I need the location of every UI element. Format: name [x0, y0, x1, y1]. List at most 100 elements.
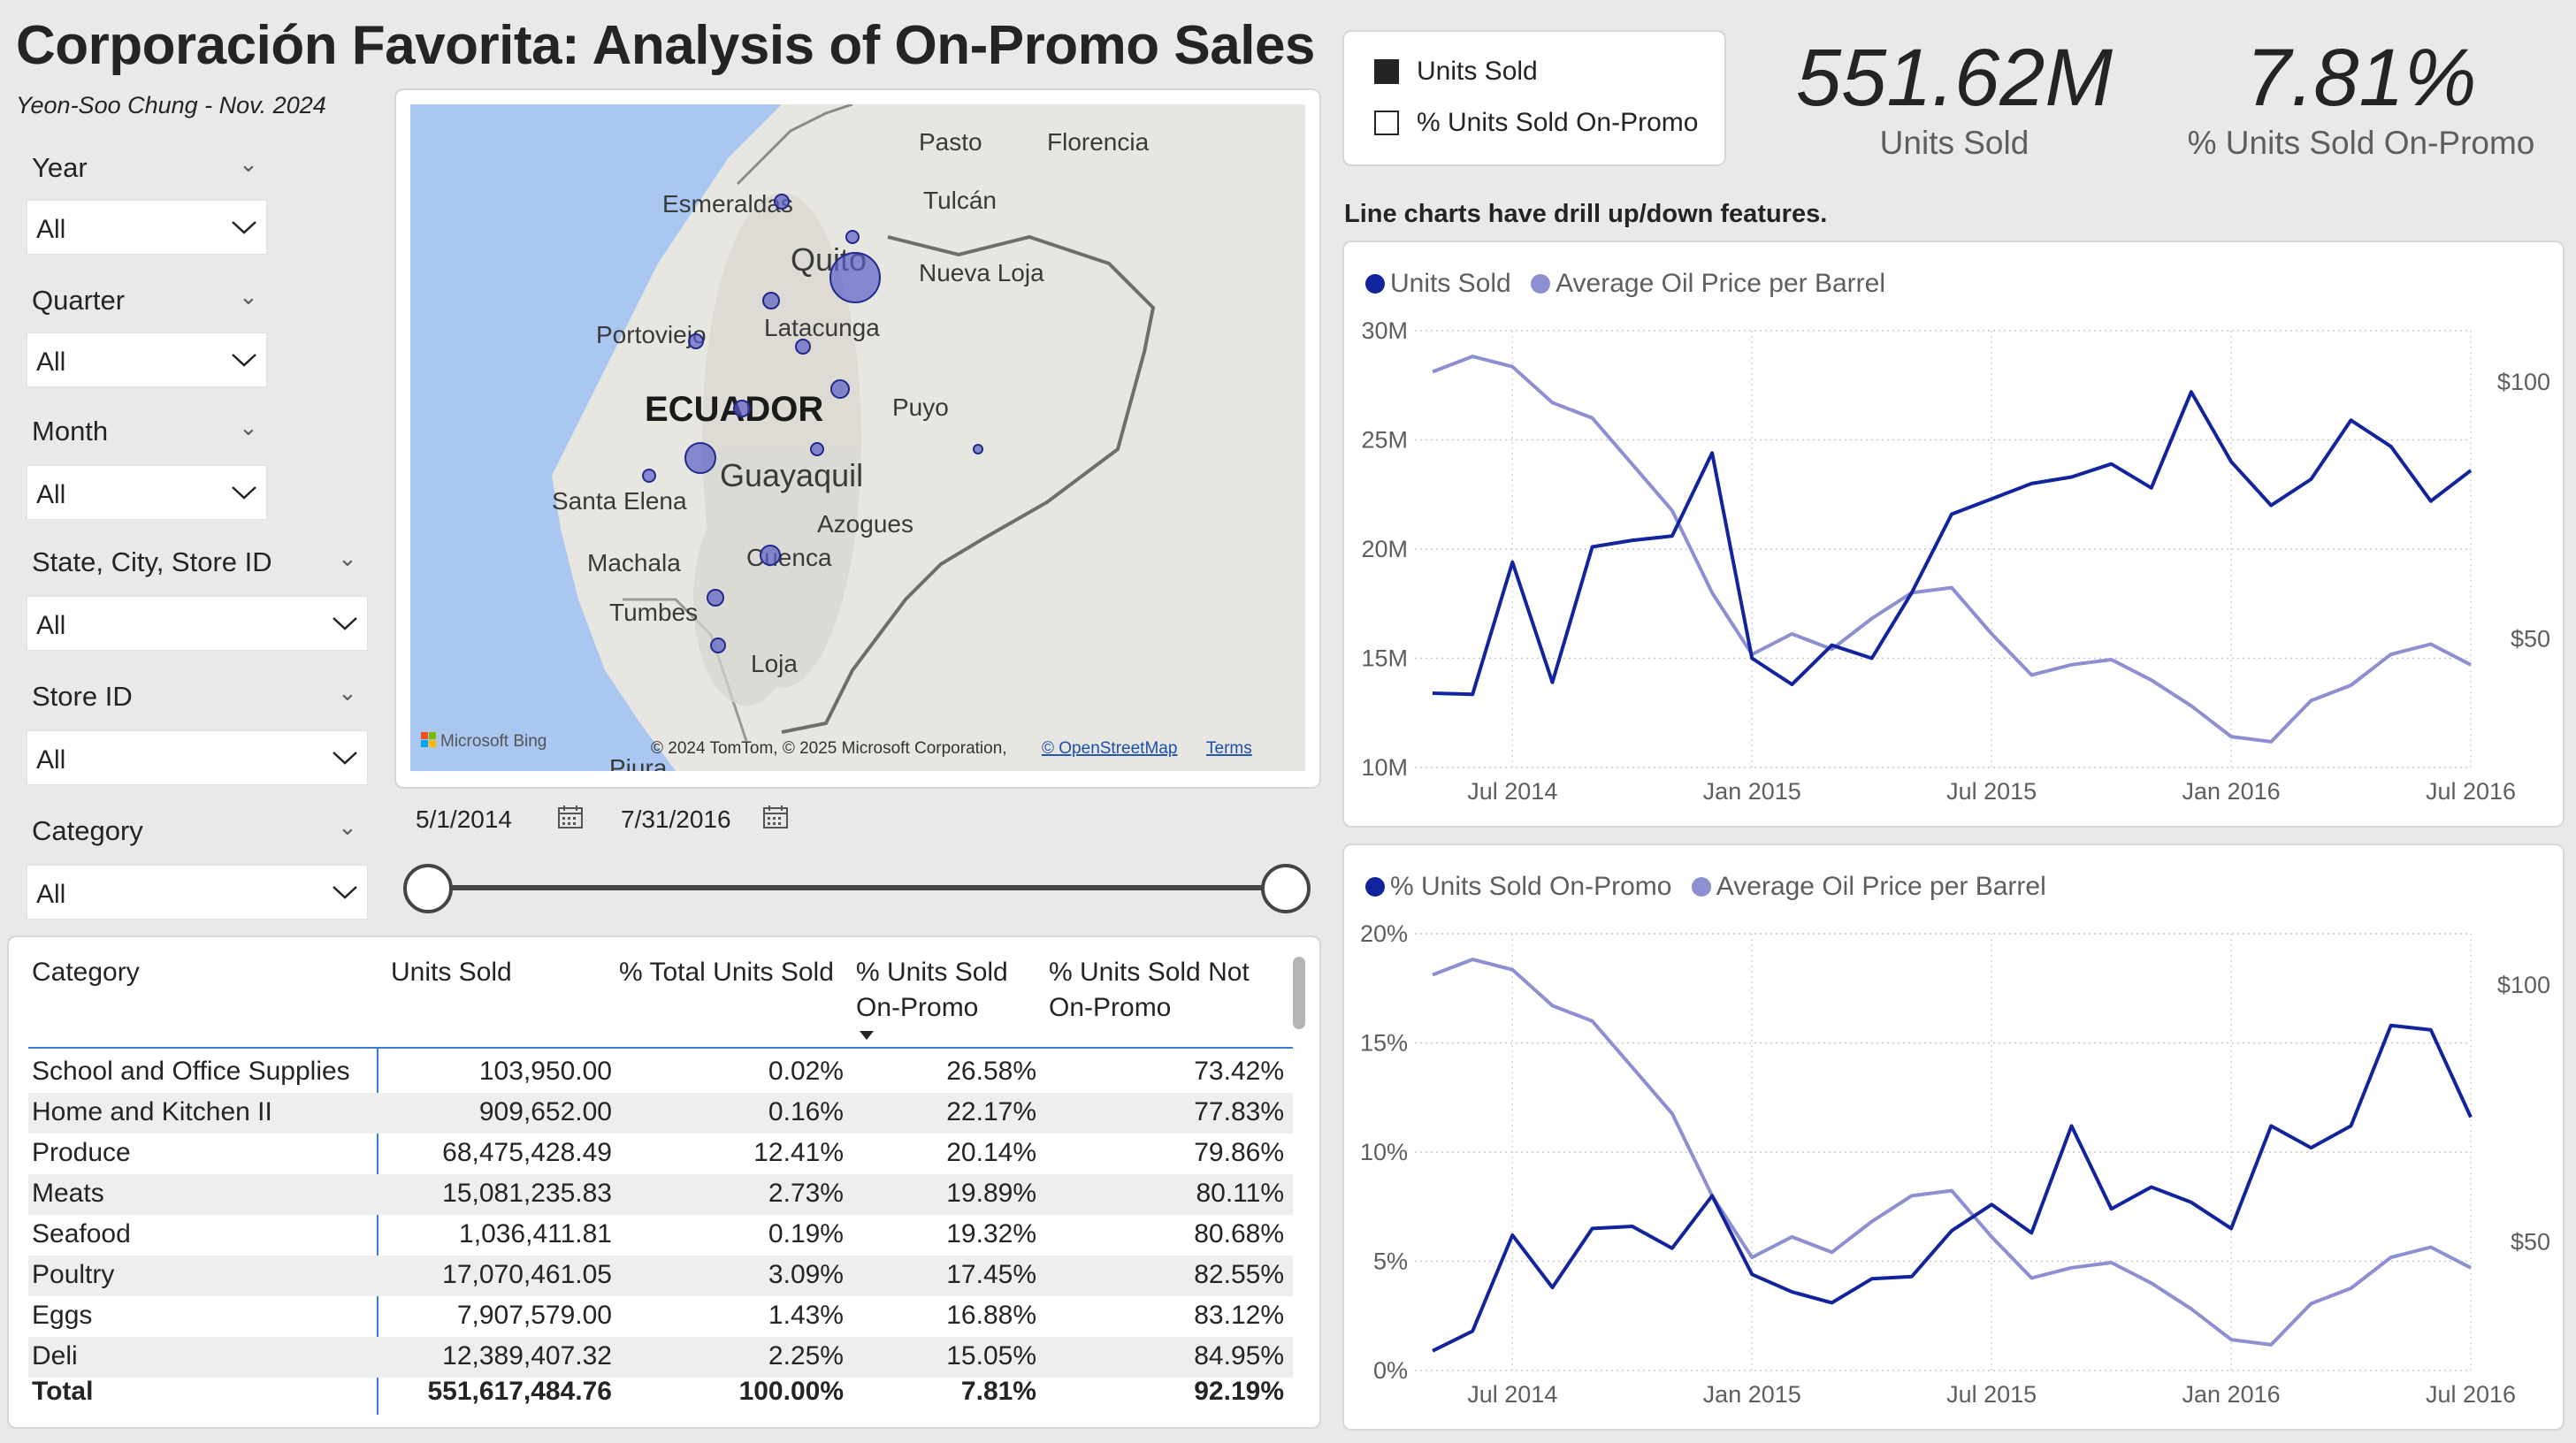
- table-row[interactable]: Seafood 1,036,411.81 0.19% 19.32% 80.68%: [28, 1215, 1293, 1256]
- units-sold-chart[interactable]: Units Sold Average Oil Price per Barrel …: [1342, 240, 2565, 828]
- cell-category: Produce: [32, 1138, 131, 1167]
- chevron-down-icon[interactable]: ⌄: [338, 679, 357, 706]
- table-row[interactable]: Produce 68,475,428.49 12.41% 20.14% 79.86%: [28, 1134, 1293, 1174]
- checkbox-empty-icon[interactable]: [1374, 111, 1399, 135]
- measure-toggle[interactable]: Units Sold % Units Sold On-Promo: [1342, 30, 1726, 166]
- legend-units-sold[interactable]: Units Sold: [1390, 269, 1511, 298]
- cell-units-sold: 103,950.00: [478, 1057, 612, 1086]
- col-header-pct-on-promo[interactable]: % Units Sold On-Promo: [856, 958, 1008, 1022]
- svg-text:Latacunga: Latacunga: [764, 314, 880, 341]
- svg-text:Tulcán: Tulcán: [923, 187, 997, 214]
- kpi-pct-on-promo-label: % Units Sold On-Promo: [2187, 125, 2535, 161]
- cell-units-sold: 1,036,411.81: [459, 1219, 612, 1248]
- chevron-down-icon[interactable]: ⌄: [338, 545, 357, 571]
- map-visual[interactable]: Pasto Florencia Esmeraldas Tulcán Quito …: [394, 88, 1321, 789]
- table-row[interactable]: Home and Kitchen II 909,652.00 0.16% 22.17%…: [28, 1093, 1293, 1134]
- total-units: 551,617,484.76: [427, 1377, 612, 1406]
- slicer-store-id[interactable]: Store ID ⌄ All: [27, 677, 371, 785]
- bing-logo: Microsoft Bing: [421, 732, 547, 751]
- y2-tick-label: $50: [2511, 626, 2550, 653]
- slicer-quarter-label: Quarter: [32, 285, 126, 316]
- date-range-slicer[interactable]: 5/1/2014 7/31/2016: [394, 800, 1321, 933]
- chevron-down-icon[interactable]: ⌄: [239, 414, 258, 440]
- slider-end-handle[interactable]: [1261, 864, 1311, 913]
- start-date-input[interactable]: 5/1/2014: [416, 805, 512, 834]
- x-tick-label: Jan 2016: [2182, 1381, 2281, 1408]
- author-subtitle: Yeon-Soo Chung - Nov. 2024: [16, 92, 326, 118]
- pct-on-promo-plot[interactable]: 0% 5% 10% 15% 20% $50 $100 Jul 2014 Jan 2015 Jul …: [1344, 845, 2563, 1429]
- end-date-input[interactable]: 7/31/2016: [621, 805, 731, 834]
- legend-pct-on-promo[interactable]: % Units Sold On-Promo: [1390, 872, 1672, 901]
- svg-text:Azogues: Azogues: [817, 510, 913, 538]
- table-row[interactable]: Poultry 17,070,461.05 3.09% 17.45% 82.55%: [28, 1256, 1293, 1296]
- chevron-down-icon[interactable]: ⌄: [239, 283, 258, 309]
- slicer-month[interactable]: Month ⌄ All: [27, 412, 274, 520]
- chevron-down-icon[interactable]: ⌄: [338, 813, 357, 840]
- slicer-store-id-dropdown[interactable]: All: [27, 730, 368, 785]
- cell-category: School and Office Supplies: [32, 1057, 350, 1086]
- cell-pct-not-on-promo: 84.95%: [1194, 1341, 1284, 1370]
- x-tick-label: Jul 2016: [2426, 778, 2516, 805]
- slicer-quarter[interactable]: Quarter ⌄ All: [27, 281, 274, 387]
- chart-legend: Units Sold Average Oil Price per Barrel: [1365, 269, 1885, 299]
- pct-on-promo-chart[interactable]: % Units Sold On-Promo Average Oil Price …: [1342, 844, 2565, 1431]
- slicer-store-id-value: All: [36, 745, 66, 775]
- col-header-units-sold[interactable]: Units Sold: [391, 958, 512, 987]
- legend-oil-price[interactable]: Average Oil Price per Barrel: [1716, 872, 2046, 901]
- table-scrollbar[interactable]: [1293, 957, 1305, 1029]
- legend-oil-price[interactable]: Average Oil Price per Barrel: [1556, 269, 1886, 298]
- col-header-pct-total[interactable]: % Total Units Sold: [619, 958, 834, 987]
- start-date-value: 5/1/2014: [416, 805, 512, 833]
- map-provider: Microsoft Bing: [440, 732, 547, 751]
- slicer-year-label: Year: [32, 152, 88, 183]
- col-header-pct-not-on-promo[interactable]: % Units Sold Not On-Promo: [1049, 958, 1250, 1022]
- sort-descending-icon[interactable]: [858, 1029, 875, 1042]
- slicer-year-dropdown[interactable]: All: [27, 200, 267, 255]
- store-bubbles[interactable]: [642, 194, 983, 653]
- slider-start-handle[interactable]: [403, 864, 453, 913]
- col-header-category[interactable]: Category: [32, 958, 140, 987]
- map-canvas[interactable]: Pasto Florencia Esmeraldas Tulcán Quito …: [410, 104, 1305, 771]
- slicer-category-dropdown[interactable]: All: [27, 865, 368, 920]
- cell-pct-on-promo: 19.89%: [946, 1179, 1036, 1208]
- terms-link[interactable]: Terms: [1206, 739, 1252, 758]
- slicer-category[interactable]: Category ⌄ All: [27, 812, 371, 920]
- slider-track[interactable]: [430, 885, 1305, 890]
- cell-pct-on-promo: 26.58%: [946, 1057, 1036, 1086]
- checkbox-checked-icon[interactable]: [1374, 59, 1399, 84]
- cell-pct-total: 3.09%: [768, 1260, 844, 1289]
- y-tick-label: 20M: [1361, 536, 1408, 562]
- cell-pct-not-on-promo: 83.12%: [1194, 1301, 1284, 1330]
- chevron-down-icon[interactable]: ⌄: [239, 150, 258, 177]
- table-row[interactable]: Eggs 7,907,579.00 1.43% 16.88% 83.12%: [28, 1296, 1293, 1337]
- calendar-icon[interactable]: [762, 804, 789, 830]
- category-table[interactable]: Category Units Sold % Total Units Sold %…: [7, 935, 1321, 1429]
- svg-text:Nueva Loja: Nueva Loja: [919, 259, 1044, 286]
- cell-pct-on-promo: 22.17%: [946, 1097, 1036, 1126]
- x-tick-label: Jul 2014: [1467, 778, 1557, 805]
- chevron-down-icon: [333, 617, 357, 630]
- slicer-state-city-store[interactable]: State, City, Store ID ⌄ All: [27, 543, 371, 651]
- slicer-state-city-store-dropdown[interactable]: All: [27, 596, 368, 651]
- cell-units-sold: 7,907,579.00: [456, 1301, 612, 1330]
- toggle-pct-on-promo[interactable]: % Units Sold On-Promo: [1374, 108, 1698, 138]
- y-tick-label: 25M: [1361, 427, 1408, 454]
- units-sold-plot[interactable]: 10M 15M 20M 25M 30M $50 $100 Jul 2014 Jan 2015 Ju…: [1344, 242, 2563, 826]
- slicer-month-dropdown[interactable]: All: [27, 465, 267, 520]
- x-tick-label: Jan 2015: [1703, 1381, 1801, 1408]
- svg-text:Loja: Loja: [751, 650, 798, 677]
- toggle-units-sold[interactable]: Units Sold: [1374, 57, 1538, 87]
- slicer-year[interactable]: Year ⌄ All: [27, 149, 274, 255]
- kpi-units-sold-value: 551.62M: [1795, 33, 2114, 123]
- slicer-category-label: Category: [32, 815, 143, 846]
- y-tick-label: 15M: [1361, 645, 1408, 672]
- osm-link[interactable]: © OpenStreetMap: [1042, 739, 1177, 758]
- table-row[interactable]: Deli 12,389,407.32 2.25% 15.05% 84.95%: [28, 1337, 1293, 1378]
- table-row[interactable]: School and Office Supplies 103,950.00 0.02…: [28, 1052, 1293, 1093]
- slicer-quarter-dropdown[interactable]: All: [27, 332, 267, 387]
- x-tick-label: Jan 2016: [2182, 778, 2281, 805]
- calendar-icon[interactable]: [557, 804, 584, 830]
- kpi-units-sold-label: Units Sold: [1879, 125, 2029, 161]
- table-row[interactable]: Meats 15,081,235.83 2.73% 19.89% 80.11%: [28, 1174, 1293, 1215]
- chevron-down-icon: [232, 354, 256, 367]
